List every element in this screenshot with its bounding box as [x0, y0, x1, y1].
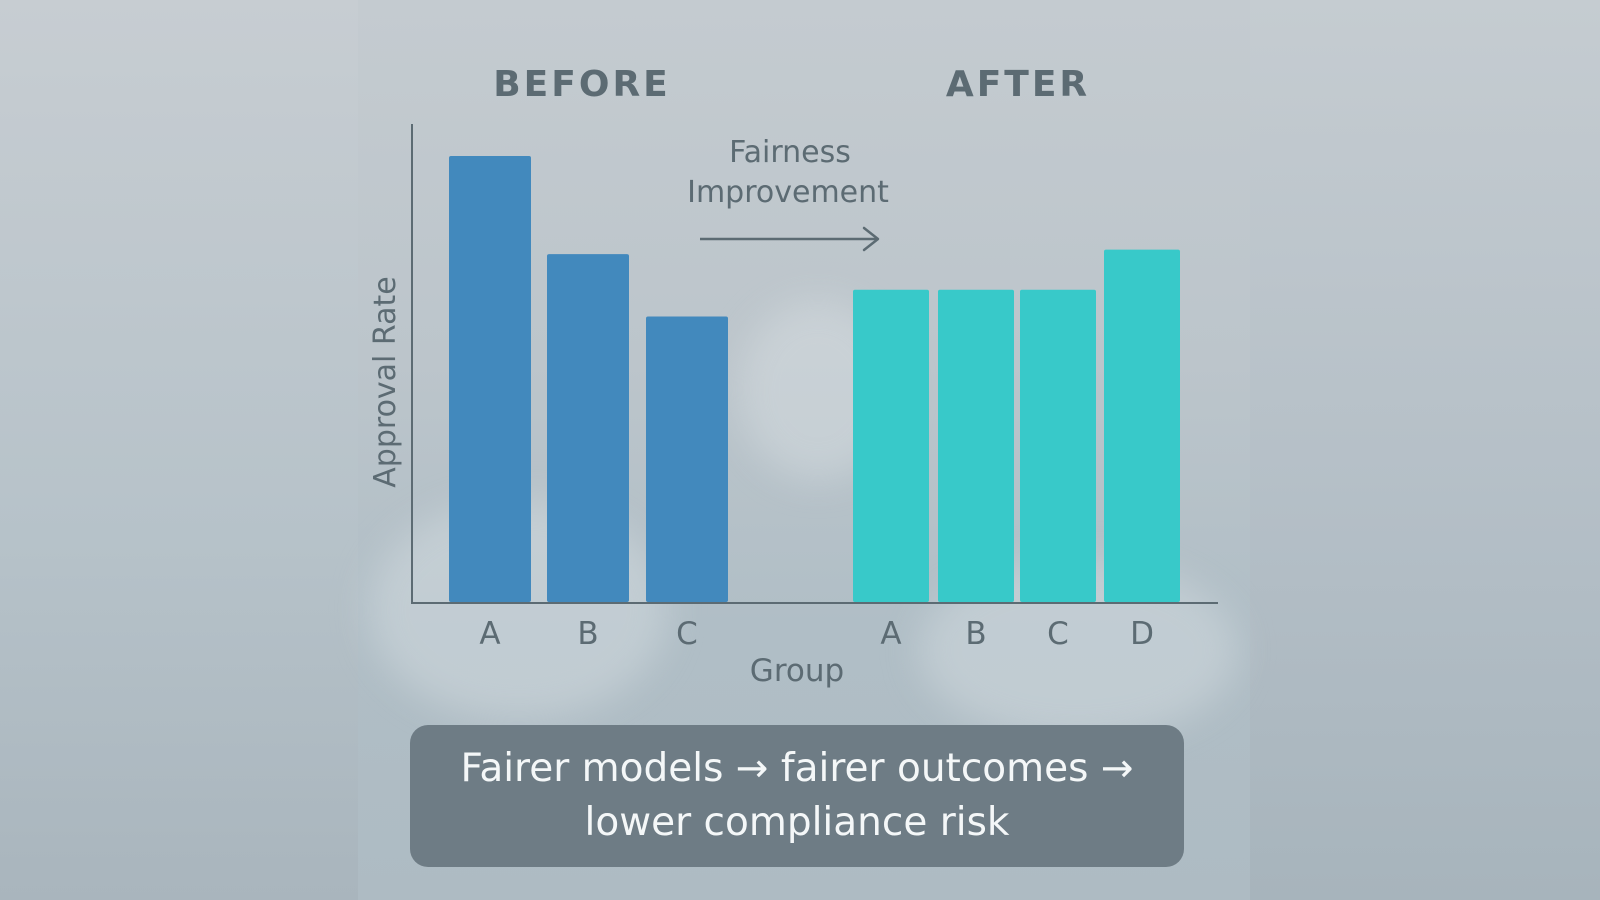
- bar-after-d: [1104, 249, 1180, 602]
- caption-line-1: Fairer models → fairer outcomes →: [460, 746, 1134, 791]
- bar-after-a: [853, 289, 929, 602]
- annotation-line2: Improvement: [687, 175, 889, 210]
- bar-before-a: [449, 156, 531, 602]
- arrow-right-icon: [700, 226, 880, 252]
- x-tick-label-before-a: A: [479, 616, 500, 652]
- x-axis-label: Group: [750, 653, 844, 689]
- bar-after-b: [938, 289, 1014, 602]
- annotation-line1: Fairness: [729, 135, 851, 170]
- caption-box: Fairer models → fairer outcomes → lower …: [410, 725, 1184, 867]
- x-tick-label-before-c: C: [676, 616, 698, 652]
- x-tick-label-after-b: B: [965, 616, 986, 652]
- background-right: [1240, 0, 1600, 900]
- x-tick-label-after-a: A: [880, 616, 901, 652]
- x-tick-label-after-c: C: [1047, 616, 1069, 652]
- background-left: [0, 0, 360, 900]
- caption-line-2: lower compliance risk: [584, 800, 1010, 845]
- y-axis-label: Approval Rate: [368, 276, 403, 487]
- panel-title-before: BEFORE: [493, 64, 671, 105]
- panel-title-after: AFTER: [946, 64, 1090, 105]
- bar-before-b: [547, 254, 629, 602]
- x-tick-label-before-b: B: [577, 616, 598, 652]
- bar-before-c: [646, 316, 728, 602]
- x-tick-label-after-d: D: [1130, 616, 1154, 652]
- bar-after-c: [1020, 289, 1096, 602]
